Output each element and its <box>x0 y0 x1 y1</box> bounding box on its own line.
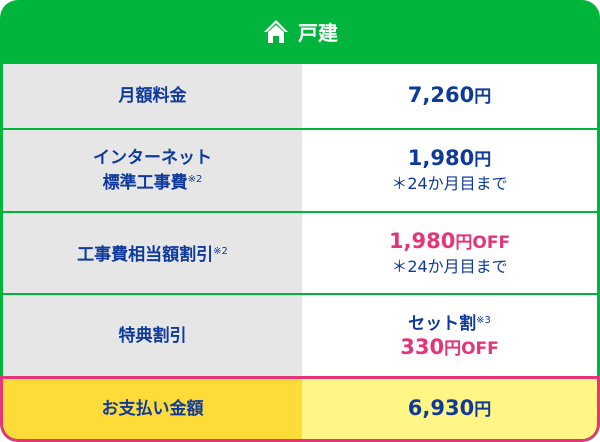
row-value: 1,980円OFF <box>388 228 511 253</box>
row-note: ＊24か月目まで <box>391 256 508 276</box>
table-row: インターネット 標準工事費※2 1,980円 ＊24か月目まで <box>3 130 597 211</box>
row-label: 標準工事費※2 <box>102 173 203 193</box>
table-row: 特典割引 セット割※3 330円OFF <box>3 295 597 376</box>
header-title: 戸建 <box>298 20 338 45</box>
house-icon <box>264 20 288 43</box>
row-value: 7,260円 <box>407 82 492 107</box>
row-label: 工事費相当額割引※2 <box>77 244 228 265</box>
total-label: お支払い金額 <box>101 399 204 419</box>
table-row: 月額料金 7,260円 <box>3 64 597 128</box>
total-row: お支払い金額 6,930円 <box>0 376 600 442</box>
row-value-title: セット割※3 <box>408 313 491 334</box>
table-row: 工事費相当額割引※2 1,980円OFF ＊24か月目まで <box>3 213 597 293</box>
row-label: 月額料金 <box>118 86 187 106</box>
row-value: 330円OFF <box>400 334 499 359</box>
total-value: 6,930円 <box>407 395 492 420</box>
table-header: 戸建 <box>0 0 600 62</box>
row-label: インターネット <box>93 148 212 168</box>
row-note: ＊24か月目まで <box>391 174 508 193</box>
row-label: 特典割引 <box>118 325 187 346</box>
row-value: 1,980円 <box>407 146 492 170</box>
